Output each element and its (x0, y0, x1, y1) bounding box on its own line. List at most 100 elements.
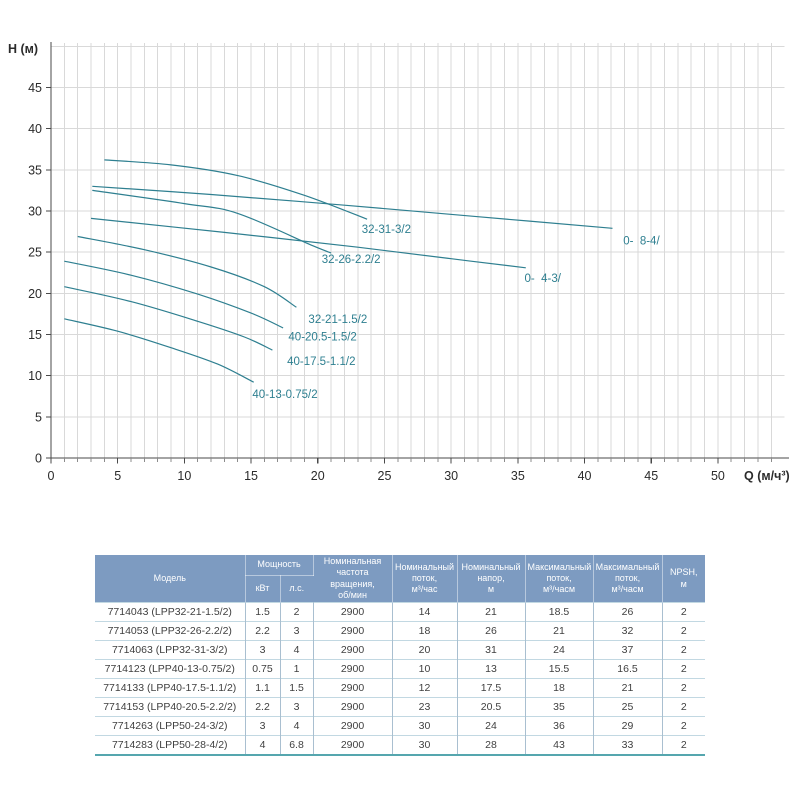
table-cell: 23 (392, 697, 458, 717)
table-cell: 36 (525, 716, 594, 736)
table-cell: 26 (593, 602, 663, 622)
header-cell-kw: кВт (245, 575, 281, 603)
table-cell: 21 (525, 621, 594, 641)
pump-performance-chart: 0 5 10 15 20 25 30 35 40 45 50 0 5 10 15 20 25 30 35 40 45 H … (8, 42, 790, 483)
table-cell: 10 (392, 659, 458, 679)
table-row: 7714043 (LPP32-21-1.5/2) 1.5 2 2900 14 21 18.5… (95, 602, 706, 622)
table-cell: 2900 (313, 621, 393, 641)
x-tick-label: 20 (311, 469, 325, 483)
x-tick-label: 30 (444, 469, 458, 483)
table-cell: 24 (525, 640, 594, 660)
table-cell: 7714063 (LPP32-31-3/2) (95, 640, 246, 660)
table-cell: 2 (662, 716, 706, 736)
table-cell: 7714053 (LPP32-26-2.2/2) (95, 621, 246, 641)
table-row: 7714053 (LPP32-26-2.2/2) 2.2 3 2900 18 26 21 32… (95, 621, 706, 641)
curve-40-13-0.75/2 (64, 318, 254, 383)
curve-40-20.5-1.5/2 (64, 260, 284, 329)
x-tick-label: 15 (244, 469, 258, 483)
table-cell: 7714043 (LPP32-21-1.5/2) (95, 602, 246, 622)
table-cell: 4 (245, 735, 281, 755)
header-cell-max-head: Максимальный поток, м³/часм (593, 555, 663, 603)
table-cell: 4 (280, 640, 314, 660)
table-cell: 2 (662, 602, 706, 622)
pump-spec-table: Модель Мощность Номинальная частота вращ… (95, 555, 706, 756)
table-cell: 15.5 (525, 659, 594, 679)
table-cell: 21 (457, 602, 526, 622)
table-cell: 7714263 (LPP50-24-3/2) (95, 716, 246, 736)
curve-32-26-2.2/2 (92, 189, 332, 254)
table-row: 7714153 (LPP40-20.5-2.2/2) 2.2 3 2900 23 20.5… (95, 697, 706, 717)
table-cell: 28 (457, 735, 526, 755)
curve-label: 32-31-3/2 (362, 224, 411, 236)
y-tick-label: 25 (28, 246, 42, 260)
table-cell: 20 (392, 640, 458, 660)
table-cell: 3 (245, 640, 281, 660)
table-cell: 7714123 (LPP40-13-0.75/2) (95, 659, 246, 679)
curve-32-21-1.5/2 (77, 235, 297, 308)
header-cell-model: Модель (95, 555, 246, 603)
table-cell: 2 (280, 602, 314, 622)
table-cell: 2 (662, 659, 706, 679)
table-cell: 2.2 (245, 621, 281, 641)
table-cell: 2 (662, 678, 706, 698)
table-cell: 2 (662, 697, 706, 717)
header-cell-npsh: NPSH, м (662, 555, 706, 603)
table-row: 7714263 (LPP50-24-3/2) 3 4 2900 30 24 36 29 2 (95, 716, 706, 736)
table-cell: 30 (392, 716, 458, 736)
curve-label: 0- 8-4/ (623, 236, 660, 248)
curve-label: 40-17.5-1.1/2 (287, 356, 355, 368)
table-cell: 0.75 (245, 659, 281, 679)
x-tick-label: 35 (511, 469, 525, 483)
table-cell: 37 (593, 640, 663, 660)
table-cell: 13 (457, 659, 526, 679)
table-cell: 20.5 (457, 697, 526, 717)
y-tick-label: 40 (28, 122, 42, 136)
curve-0-8-4/ (92, 185, 613, 229)
table-cell: 2900 (313, 640, 393, 660)
table-cell: 31 (457, 640, 526, 660)
table-cell: 43 (525, 735, 594, 755)
table-cell: 24 (457, 716, 526, 736)
table-cell: 7714283 (LPP50-28-4/2) (95, 735, 246, 755)
x-tick-label: 0 (48, 469, 55, 483)
table-cell: 1.1 (245, 678, 281, 698)
table-row: 7714063 (LPP32-31-3/2) 3 4 2900 20 31 24 37 2 (95, 640, 706, 660)
table-cell: 18.5 (525, 602, 594, 622)
table-cell: 18 (525, 678, 594, 698)
table-cell: 6.8 (280, 735, 314, 755)
table-cell: 29 (593, 716, 663, 736)
x-tick-label: 5 (114, 469, 121, 483)
table-cell: 1 (280, 659, 314, 679)
table-cell: 30 (392, 735, 458, 755)
table-cell: 14 (392, 602, 458, 622)
table-cell: 2900 (313, 659, 393, 679)
x-axis-title: Q (м/ч³) (744, 469, 790, 483)
curve-label: 40-20.5-1.5/2 (288, 331, 356, 343)
y-tick-label: 30 (28, 204, 42, 218)
y-tick-label: 45 (28, 81, 42, 95)
curve-label: 32-26-2.2/2 (322, 254, 381, 266)
header-cell-hp: л.с. (280, 575, 314, 603)
table-cell: 4 (280, 716, 314, 736)
table-cell: 26 (457, 621, 526, 641)
y-tick-label: 20 (28, 287, 42, 301)
table-cell: 2 (662, 735, 706, 755)
table-cell: 25 (593, 697, 663, 717)
table-cell: 3 (245, 716, 281, 736)
table-cell: 2900 (313, 716, 393, 736)
header-cell-nominal-head: Номинальный напор, м (457, 555, 526, 603)
y-tick-label: 0 (35, 452, 42, 466)
curve-label: 0- 4-3/ (525, 273, 562, 285)
curve-0-4-3/ (90, 217, 526, 269)
table-cell: 2 (662, 640, 706, 660)
table-header: Модель Мощность Номинальная частота вращ… (95, 555, 706, 603)
table-cell: 3 (280, 697, 314, 717)
header-cell-max-flow: Максимальный поток, м³/часм (525, 555, 594, 603)
table-cell: 3 (280, 621, 314, 641)
curve-label: 40-13-0.75/2 (252, 389, 317, 401)
table-cell: 7714153 (LPP40-20.5-2.2/2) (95, 697, 246, 717)
table-cell: 7714133 (LPP40-17.5-1.1/2) (95, 678, 246, 698)
y-tick-label: 35 (28, 163, 42, 177)
table-cell: 1.5 (280, 678, 314, 698)
